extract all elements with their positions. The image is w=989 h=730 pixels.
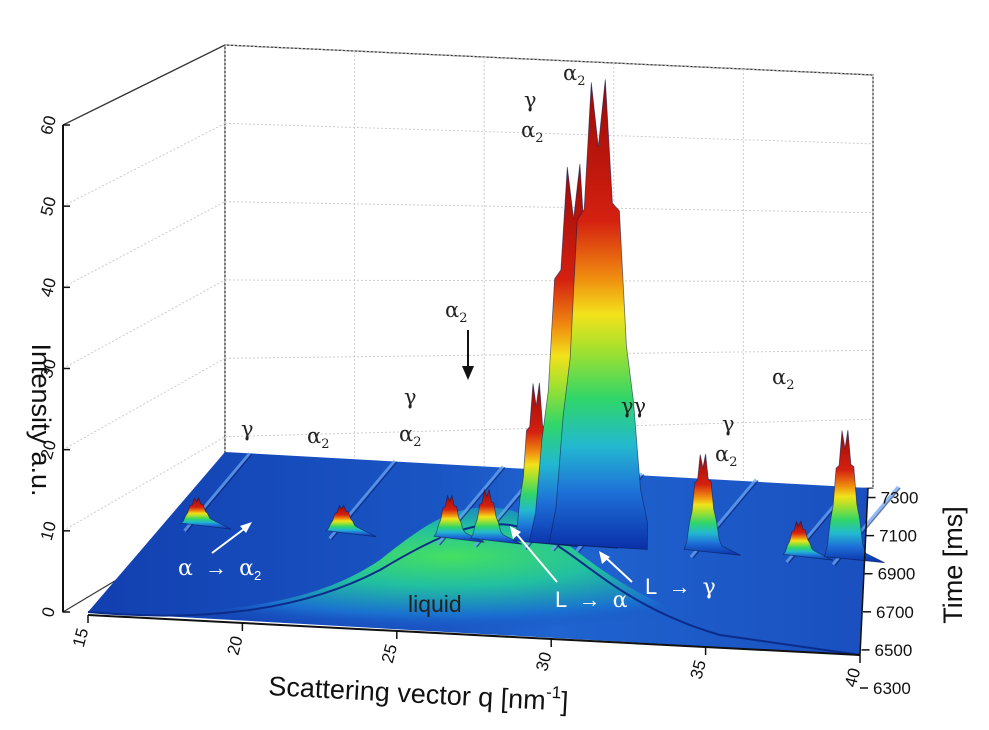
- peak-label: α2: [521, 118, 543, 146]
- annotation-alpha-alpha2: α → α2: [178, 555, 261, 583]
- annotation-L-alpha: L → α: [555, 587, 628, 613]
- peak-label: γ: [241, 417, 254, 441]
- x-tick-label: 15: [69, 626, 92, 649]
- z-tick-label: 6900: [878, 565, 916, 584]
- arrow-alpha-alpha2: [211, 525, 249, 554]
- z-tick-label: 6300: [873, 679, 911, 698]
- peak-label: α2: [772, 365, 794, 393]
- y-tick-label: 0: [38, 605, 59, 619]
- top-edge: [62, 44, 226, 126]
- peak-label: α2: [563, 61, 585, 89]
- x-ticks: 15 20 25 30 35 40: [69, 615, 864, 689]
- grid-line: [224, 122, 874, 145]
- arrowhead-L-gamma: [599, 551, 610, 564]
- annotation-L-gamma: L → γ: [645, 574, 716, 600]
- surface-floor: [87, 452, 868, 656]
- z-tick-label: 6500: [875, 641, 913, 660]
- y-tick-label: 50: [37, 195, 60, 218]
- x-tick-label: 35: [687, 658, 710, 681]
- peak-label: α2: [715, 442, 737, 470]
- peak-label: γγ: [621, 394, 646, 418]
- x-tick-label: 40: [841, 666, 864, 689]
- grid-lines: [62, 44, 874, 532]
- x-tick-label: 30: [532, 650, 555, 673]
- x-tick-label: 20: [223, 634, 246, 657]
- z-axis-line: [859, 487, 869, 656]
- arrow-L-alpha: [513, 530, 558, 583]
- grid-line: [224, 349, 874, 359]
- x-axis-line: [87, 614, 861, 656]
- y-tick-label: 60: [37, 114, 60, 137]
- peak: [325, 504, 377, 538]
- arrowhead-alpha2-peak: [462, 366, 474, 380]
- arrowhead-alpha-alpha2: [240, 522, 252, 533]
- z-tick-label: 7100: [879, 527, 917, 546]
- x-axis-title: Scattering vector q [nm-1]: [268, 668, 570, 717]
- grid-line: [224, 44, 874, 76]
- peak-label: γ: [722, 412, 735, 436]
- peak: [433, 493, 485, 543]
- peak-label: α2: [307, 424, 329, 452]
- z-ticks: 6300 6500 6700 6900 7100 7300: [860, 489, 918, 698]
- peak-label: γ: [524, 88, 537, 112]
- x-tick-label: 25: [378, 642, 401, 665]
- peak: [469, 488, 523, 545]
- annotation-arrows: [211, 330, 633, 583]
- peak-label: γ: [404, 385, 417, 409]
- grid-line: [224, 201, 874, 214]
- peak: [683, 453, 741, 556]
- grid-line: [62, 201, 226, 288]
- y-tick-label: 20: [37, 438, 60, 461]
- grid-line: [62, 279, 226, 369]
- peaks: [180, 79, 885, 564]
- y-tick-label: 10: [37, 519, 60, 542]
- z-tick-label: 7300: [881, 489, 919, 508]
- grid-line: [62, 436, 226, 532]
- peak: [782, 520, 834, 561]
- peak: [548, 79, 648, 550]
- arrow-L-gamma: [603, 555, 633, 583]
- plot-box: [62, 44, 874, 614]
- peak-label: α2: [399, 422, 421, 450]
- peak: [180, 496, 232, 530]
- z-axis-title: Time [ms]: [938, 506, 968, 624]
- y-tick-label: 30: [37, 357, 60, 380]
- annotation-liquid: liquid: [408, 591, 462, 617]
- arrowhead-L-alpha: [510, 526, 521, 539]
- peak-labels: γ α2 γ α2 α2 γ α2 α2 γγ γ α2 α2: [241, 61, 794, 470]
- grid-line: [224, 279, 874, 282]
- y-tick-label: 40: [37, 276, 60, 299]
- peak-label: α2: [445, 298, 467, 326]
- peak: [823, 429, 885, 564]
- grid-line: [62, 357, 226, 451]
- y-axis-title: Intensity a.u.: [26, 343, 56, 496]
- liquid-hump: [140, 507, 760, 630]
- z-tick-label: 6700: [876, 603, 914, 622]
